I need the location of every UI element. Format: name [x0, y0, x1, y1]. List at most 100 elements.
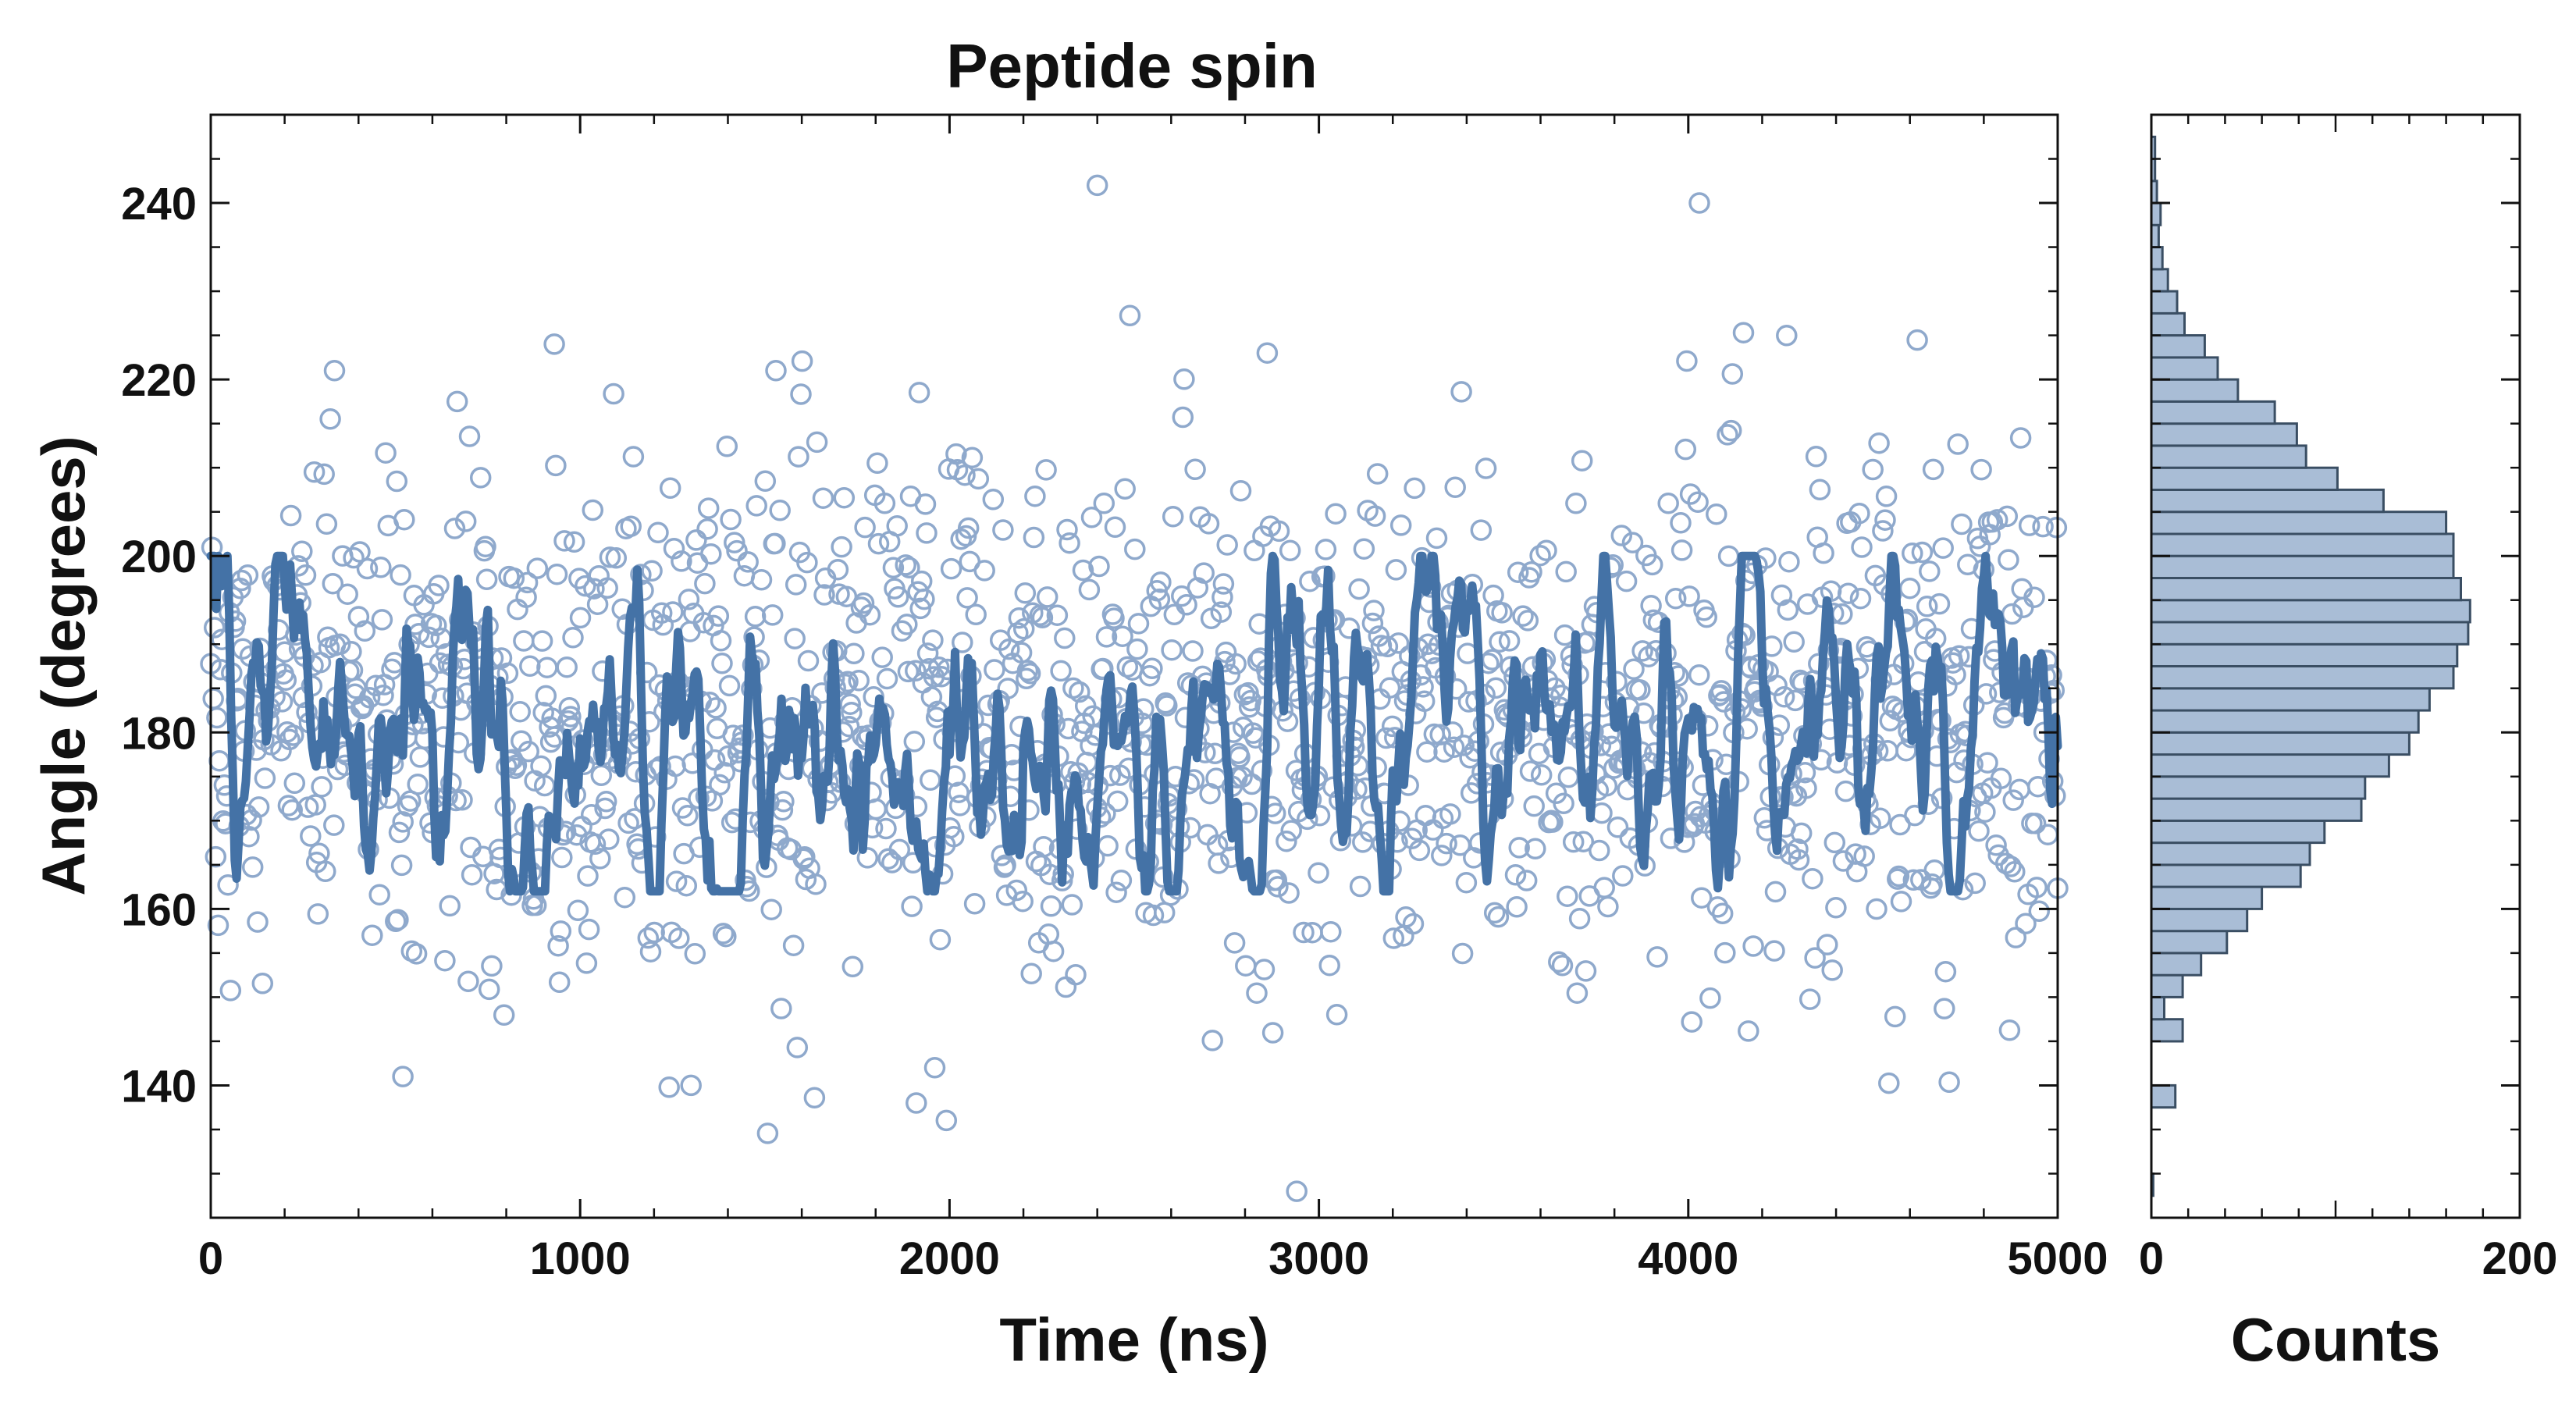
scatter-point: [533, 774, 556, 797]
scatter-point: [756, 1123, 779, 1144]
scatter-point: [1385, 559, 1407, 581]
scatter-point: [803, 1087, 826, 1109]
scatter-point: [1862, 458, 1884, 481]
scatter-point: [1156, 695, 1178, 717]
scatter-point: [1046, 604, 1069, 626]
scatter-point: [1223, 932, 1246, 954]
scatter-point: [1325, 1004, 1348, 1026]
scatter-point: [313, 463, 335, 486]
scatter-point: [1201, 1030, 1223, 1051]
scatter-point: [637, 927, 660, 949]
scatter-point: [991, 845, 1013, 866]
scatter-point: [1261, 1022, 1284, 1044]
scatter-point: [1029, 604, 1051, 627]
scatter-point: [536, 656, 558, 678]
scatter-point: [1348, 578, 1370, 600]
histogram-bar: [2150, 511, 2448, 535]
scatter-point: [744, 606, 767, 628]
scatter-point: [1050, 660, 1072, 682]
histogram-bar: [2150, 665, 2455, 690]
scatter-point: [952, 632, 973, 653]
scatter-point: [386, 470, 408, 493]
scatter-point: [967, 468, 990, 490]
scatter-point: [1938, 1071, 1960, 1094]
scatter-point: [2000, 856, 2022, 877]
scatter-point: [405, 943, 428, 965]
histogram-bar: [2150, 841, 2311, 866]
scatter-point: [1080, 507, 1103, 528]
histogram-bar: [2150, 952, 2203, 977]
scatter-point: [550, 920, 572, 942]
histogram-bar: [2150, 577, 2462, 602]
scatter-point: [1012, 617, 1035, 640]
scatter-point: [1790, 822, 1813, 845]
scatter-point: [866, 452, 888, 475]
scatter-point: [390, 564, 411, 586]
scatter-point: [1906, 329, 1928, 351]
scatter-point: [888, 838, 911, 861]
scatter-point: [2018, 514, 2041, 536]
scatter-point: [1235, 955, 1257, 977]
scatter-point: [1055, 976, 1077, 998]
scatter-point: [795, 868, 817, 891]
scatter-point: [786, 1037, 809, 1059]
scatter-point: [764, 532, 786, 555]
scatter-point: [1395, 906, 1417, 928]
scatter-point: [1706, 503, 1727, 525]
hist-panel: 0 200 Counts: [2139, 113, 2557, 1374]
scatter-point: [518, 740, 539, 763]
scatter-point: [1483, 902, 1506, 924]
scatter-point: [887, 586, 909, 608]
scatter-point: [685, 529, 707, 551]
scatter-point: [705, 697, 727, 719]
scatter-point: [1278, 882, 1300, 904]
histogram-bar: [2150, 356, 2219, 381]
scatter-point: [1193, 562, 1215, 584]
scatter-point: [2001, 603, 2023, 625]
scatter-point: [294, 564, 317, 586]
scatter-point: [390, 854, 413, 877]
scatter-point: [1515, 870, 1538, 891]
scatter-point: [1093, 493, 1115, 514]
scatter-point: [1574, 960, 1597, 982]
scatter-point: [659, 477, 681, 499]
scatter-point: [1964, 872, 1986, 895]
scatter-point: [580, 804, 603, 826]
scatter-point: [1061, 894, 1083, 916]
y-tick-label: 160: [121, 884, 197, 935]
scatter-point: [1506, 896, 1528, 918]
scatter-point: [1517, 610, 1539, 632]
scatter-point: [1489, 631, 1510, 653]
scatter-point: [1523, 795, 1545, 817]
histogram-bar: [2150, 378, 2240, 403]
scatter-point: [1512, 605, 1534, 627]
scatter-point: [1425, 527, 1448, 550]
scatter-point: [469, 467, 492, 489]
scatter-point: [1773, 685, 1795, 708]
scatter-point: [443, 518, 466, 539]
scatter-point: [1065, 963, 1087, 986]
histogram-bar: [2150, 885, 2264, 910]
scatter-point: [525, 894, 547, 916]
scatter-point: [1787, 838, 1809, 860]
y-tick-label: 180: [121, 708, 197, 759]
scatter-point: [994, 854, 1016, 876]
scatter-point: [1042, 940, 1065, 962]
scatter-point: [647, 521, 669, 544]
scatter-point: [1525, 838, 1546, 860]
scatter-point: [1014, 582, 1037, 604]
histogram-bar: [2150, 863, 2302, 888]
scatter-point: [1902, 543, 1923, 564]
scatter-point: [1631, 640, 1653, 662]
scatter-point: [770, 998, 792, 1019]
scatter-point: [1212, 586, 1233, 608]
scatter-point: [1794, 761, 1816, 784]
scatter-point: [1951, 513, 1973, 535]
scatter-point: [1974, 801, 1996, 823]
scatter-point: [562, 627, 584, 649]
scatter-point: [1565, 493, 1587, 514]
scatter-point: [1092, 657, 1114, 680]
scatter-point: [1764, 881, 1787, 903]
histogram-bar: [2150, 466, 2339, 492]
scatter-point: [578, 918, 600, 941]
